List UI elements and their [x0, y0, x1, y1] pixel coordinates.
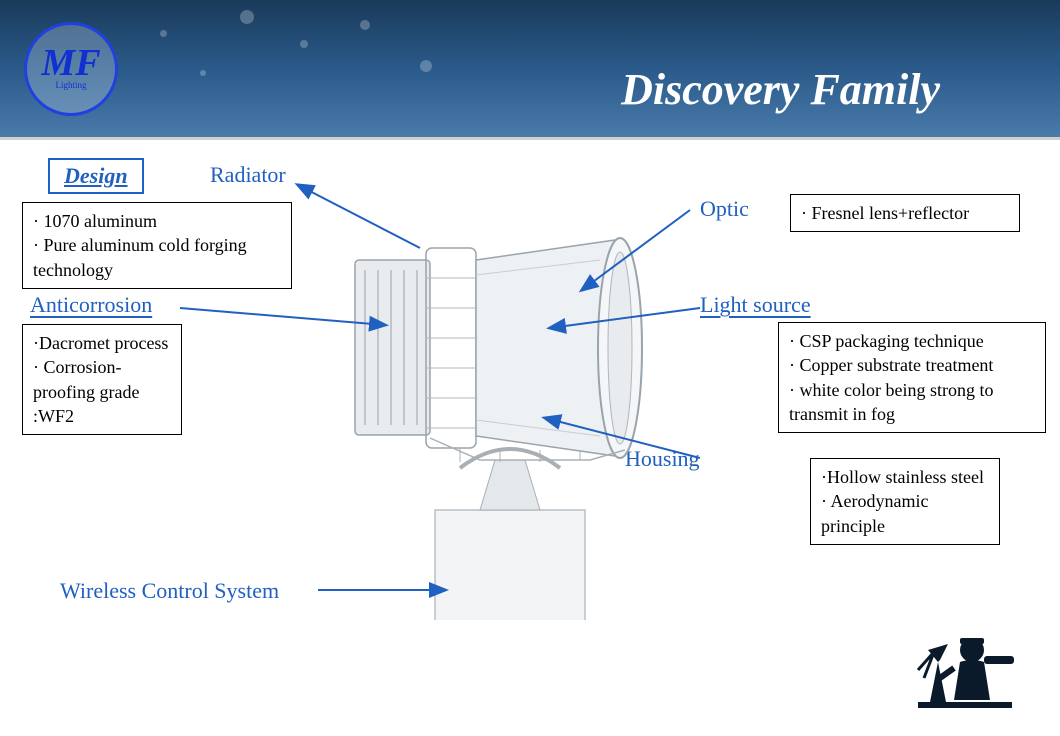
label-radiator: Radiator [210, 162, 286, 188]
label-optic: Optic [700, 196, 749, 222]
header-banner: MF Lighting Discovery Family [0, 0, 1060, 140]
box-anticorrosion: ·Dacromet process· Corrosion-proofing gr… [22, 324, 182, 435]
label-light-source: Light source [700, 292, 811, 318]
surveyor-icon [910, 622, 1020, 722]
logo-subtext: Lighting [56, 80, 87, 90]
box-housing: ·Hollow stainless steel· Aerodynamic pri… [810, 458, 1000, 545]
product-illustration [330, 200, 670, 620]
diagram-area: Design Radiator Anticorrosion Wireless C… [0, 140, 1060, 736]
box-radiator: · 1070 aluminum· Pure aluminum cold forg… [22, 202, 292, 289]
label-wireless: Wireless Control System [60, 578, 279, 604]
label-anticorrosion: Anticorrosion [30, 292, 152, 318]
logo-text: MF [41, 48, 100, 78]
box-light-source: · CSP packaging technique· Copper substr… [778, 322, 1046, 433]
box-optic: · Fresnel lens+reflector [790, 194, 1020, 232]
page-title: Discovery Family [621, 64, 940, 115]
logo: MF Lighting [24, 22, 118, 116]
design-label: Design [48, 158, 144, 194]
